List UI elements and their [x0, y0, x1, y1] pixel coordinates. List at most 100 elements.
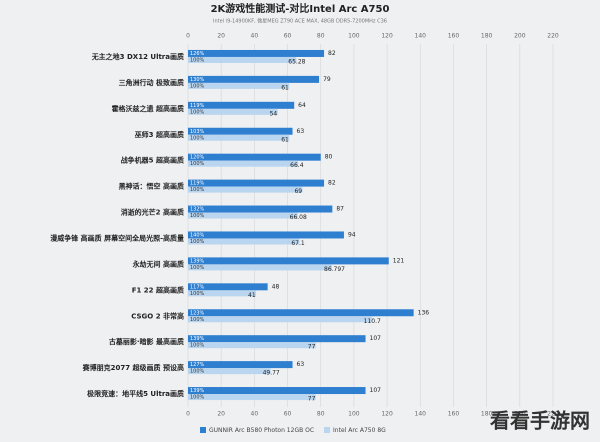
bar	[188, 49, 325, 57]
x-tick-label: 60	[284, 411, 292, 418]
x-tick-label: 140	[415, 411, 427, 418]
bar	[188, 231, 344, 239]
inner-label: 100%	[190, 291, 205, 297]
bar	[188, 160, 299, 167]
watermark: 看看手游网	[490, 409, 590, 433]
category-label: F1 22 超高画质	[132, 285, 184, 294]
category-label: 巫师3 超高画质	[135, 130, 184, 139]
inner-label: 100%	[190, 317, 205, 323]
x-tick-label-top: 100	[348, 33, 360, 40]
inner-label: 119%	[190, 181, 205, 187]
legend-label: GUNNIR Arc B580 Photon 12GB OC	[209, 427, 314, 434]
bar	[188, 342, 316, 349]
category-label: 永劫无间 高画质	[132, 259, 184, 268]
category-label: 消逝的光芒2 高画质	[121, 208, 184, 217]
bar	[188, 257, 389, 265]
value-label: 77	[308, 344, 316, 351]
inner-label: 100%	[190, 83, 205, 89]
value-label: 69	[294, 188, 302, 195]
x-tick-label-top: 220	[547, 33, 559, 40]
category-label: 霍格沃兹之遗 超高画质	[112, 104, 184, 113]
x-tick-label-top: 140	[415, 33, 427, 40]
x-tick-label-top: 80	[317, 33, 325, 40]
inner-label: 100%	[190, 161, 205, 167]
value-label: 82	[328, 180, 336, 187]
bar	[188, 335, 366, 343]
bar	[188, 56, 297, 63]
inner-label: 120%	[190, 155, 205, 161]
value-label: 65.28	[288, 58, 305, 65]
category-label: 无主之地3 DX12 Ultra画质	[91, 52, 184, 61]
inner-label: 139%	[190, 336, 205, 342]
value-label: 79	[323, 76, 331, 83]
x-tick-label-top: 120	[381, 33, 393, 40]
inner-label: 100%	[190, 395, 205, 401]
x-tick-label: 160	[448, 411, 460, 418]
bar	[188, 205, 333, 213]
value-label: 107	[370, 387, 382, 394]
inner-label: 130%	[190, 77, 205, 83]
x-tick-label: 200	[514, 411, 526, 418]
bar	[188, 153, 321, 161]
inner-label: 103%	[190, 129, 205, 135]
value-label: 63	[297, 128, 305, 135]
x-tick-label-top: 40	[251, 33, 259, 40]
x-tick-label: 0	[186, 411, 190, 418]
inner-label: 117%	[190, 284, 205, 290]
bar	[188, 127, 293, 135]
value-label: 49.77	[263, 370, 280, 377]
category-label: 黑神话：悟空 高画质	[119, 182, 184, 191]
value-label: 94	[348, 231, 356, 238]
value-label: 54	[270, 110, 278, 117]
x-tick-label-top: 20	[217, 33, 225, 40]
inner-label: 100%	[190, 265, 205, 271]
inner-label: 140%	[190, 232, 205, 238]
legend-swatch	[324, 427, 331, 433]
value-label: 61	[281, 136, 289, 143]
inner-label: 100%	[190, 57, 205, 63]
legend-label: Intel Arc A750 8G	[333, 427, 386, 434]
x-tick-label-top: 160	[448, 33, 460, 40]
inner-label: 100%	[190, 213, 205, 219]
category-label: 古墓丽影·暗影 最高画质	[109, 337, 184, 346]
bar	[188, 186, 303, 193]
inner-label: 132%	[190, 207, 205, 213]
inner-label: 100%	[190, 109, 205, 115]
bar	[188, 82, 290, 89]
bar	[188, 101, 295, 109]
value-label: 86.797	[324, 266, 345, 273]
bar	[188, 212, 298, 219]
inner-label: 100%	[190, 135, 205, 141]
bar	[188, 316, 372, 323]
x-tick-label: 80	[317, 411, 325, 418]
chart-title: 2K游戏性能测试-对比Intel Arc A750	[211, 2, 390, 15]
legend-swatch	[200, 427, 206, 433]
bar	[188, 264, 333, 271]
bar	[188, 134, 290, 141]
bar	[188, 394, 316, 401]
bar	[188, 179, 325, 187]
x-tick-label: 100	[348, 411, 360, 418]
inner-label: 139%	[190, 388, 205, 394]
x-tick-label: 120	[381, 411, 393, 418]
inner-label: 100%	[190, 187, 205, 193]
bar	[188, 309, 414, 317]
bar	[188, 283, 268, 291]
value-label: 107	[370, 335, 382, 342]
inner-label: 100%	[190, 343, 205, 349]
value-label: 48	[272, 283, 280, 290]
value-label: 67.1	[291, 240, 305, 247]
x-tick-label: 220	[547, 411, 559, 418]
inner-label: 126%	[190, 51, 205, 57]
category-label: 赛博朋克2077 超级画质 预设高	[82, 363, 184, 372]
value-label: 66.08	[290, 214, 307, 221]
bar	[188, 238, 300, 245]
value-label: 63	[297, 361, 305, 368]
bar	[188, 368, 271, 375]
value-label: 41	[248, 292, 256, 299]
inner-label: 123%	[190, 310, 205, 316]
x-tick-label-top: 180	[481, 33, 493, 40]
bar	[188, 108, 278, 115]
